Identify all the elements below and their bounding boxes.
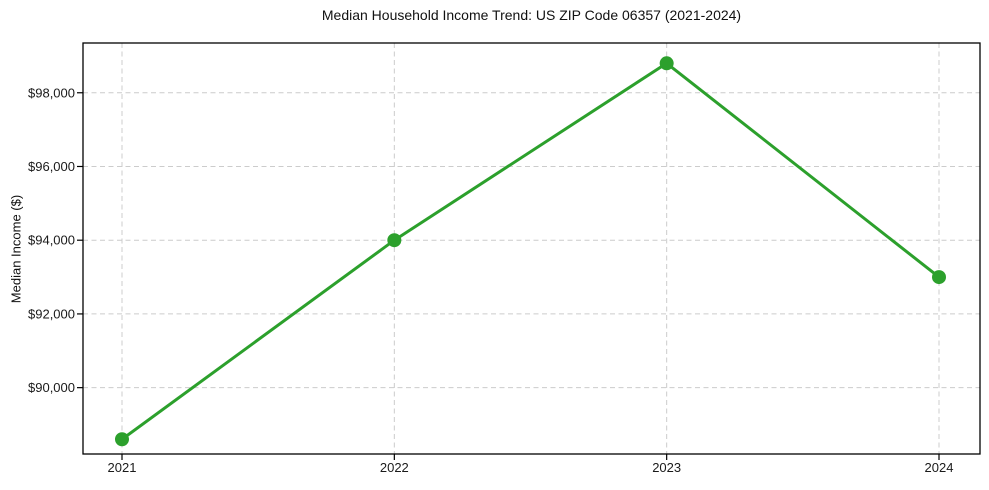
- plot-frame: [82, 42, 981, 455]
- y-tick-label: $96,000: [28, 159, 75, 174]
- x-tick-label: 2022: [380, 460, 409, 475]
- y-tick-label: $94,000: [28, 233, 75, 248]
- y-tick-label: $98,000: [28, 85, 75, 100]
- y-tick-label: $92,000: [28, 306, 75, 321]
- data-point: [387, 233, 402, 248]
- x-tick-label: 2024: [925, 460, 954, 475]
- chart-title: Median Household Income Trend: US ZIP Co…: [321, 7, 742, 23]
- y-tick-label: $90,000: [28, 380, 75, 395]
- x-tick-label: 2021: [108, 460, 137, 475]
- data-point: [115, 432, 129, 447]
- data-point: [659, 56, 674, 71]
- trend-line: [120, 61, 941, 441]
- x-tick-label: 2023: [652, 460, 681, 475]
- data-point: [932, 270, 946, 285]
